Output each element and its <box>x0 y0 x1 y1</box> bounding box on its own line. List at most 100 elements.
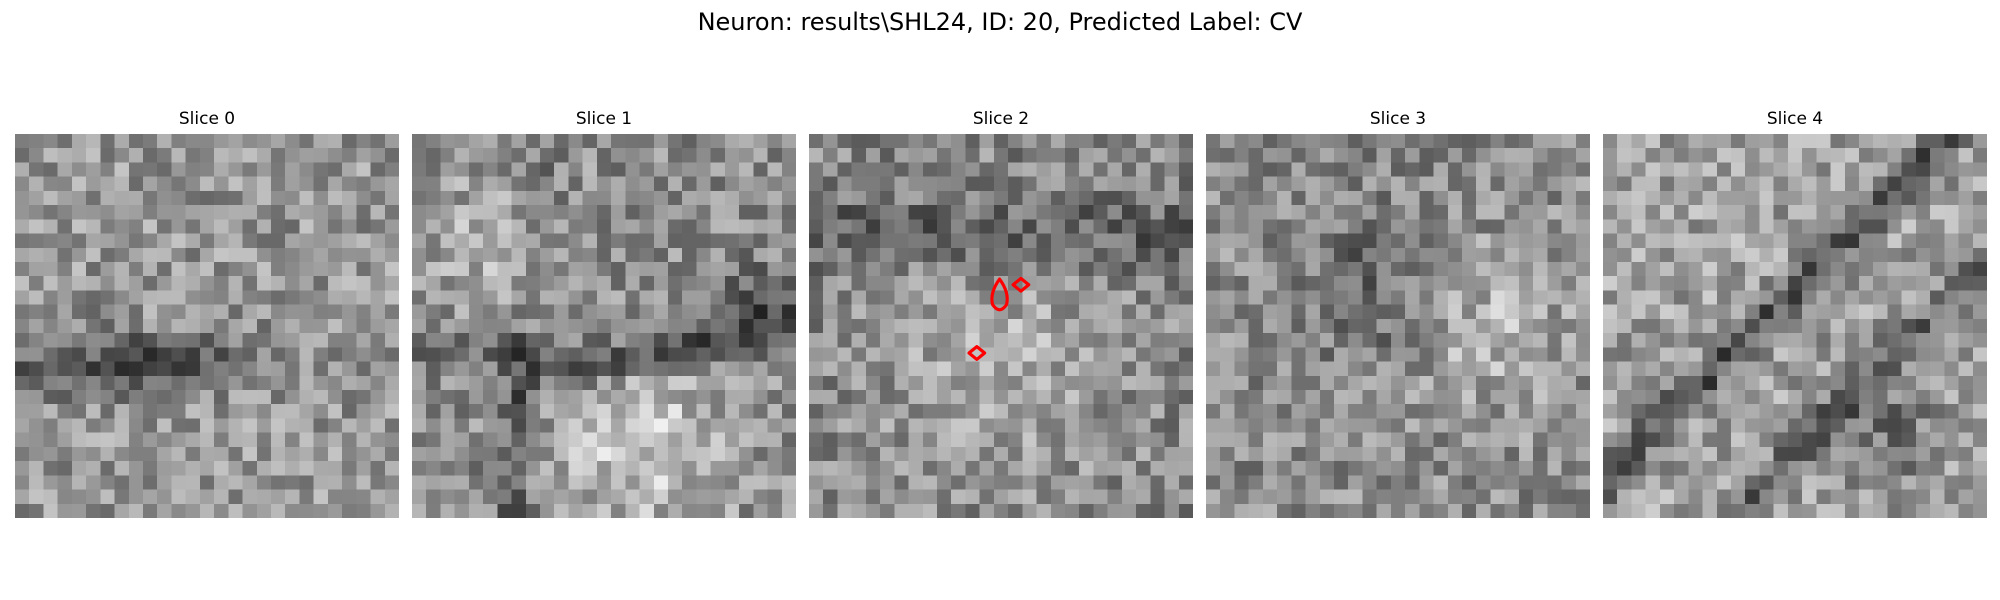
image-pixel <box>1575 503 1590 518</box>
contour-marker <box>990 277 1009 312</box>
image-pixel <box>753 205 768 220</box>
image-pixel <box>1716 418 1732 433</box>
image-pixel <box>1419 304 1434 320</box>
image-pixel <box>1008 148 1023 163</box>
image-pixel <box>1561 134 1577 149</box>
image-pixel <box>143 276 158 291</box>
image-pixel <box>1859 318 1874 334</box>
image-pixel <box>1234 361 1249 377</box>
image-pixel <box>682 219 697 234</box>
image-pixel <box>1150 148 1165 163</box>
image-pixel <box>1830 205 1846 220</box>
image-pixel <box>1462 361 1477 377</box>
image-pixel <box>1277 318 1292 334</box>
image-pixel <box>1617 489 1632 505</box>
image-pixel <box>171 262 186 277</box>
image-pixel <box>993 361 1009 377</box>
image-pixel <box>327 247 343 263</box>
image-pixel <box>979 446 995 462</box>
image-pixel <box>256 205 272 220</box>
image-pixel <box>1036 432 1052 448</box>
image-pixel <box>894 262 909 277</box>
image-pixel <box>271 503 286 518</box>
image-pixel <box>511 318 527 334</box>
image-pixel <box>1334 190 1349 206</box>
image-pixel <box>1688 461 1703 476</box>
image-pixel <box>1022 375 1037 391</box>
image-pixel <box>1390 404 1406 419</box>
image-pixel <box>781 446 796 462</box>
image-pixel <box>1376 176 1392 192</box>
image-pixel <box>1518 290 1534 305</box>
image-pixel <box>1787 375 1803 391</box>
image-pixel <box>29 361 44 377</box>
image-pixel <box>1462 446 1477 462</box>
image-pixel <box>1972 404 1987 419</box>
image-pixel <box>525 134 541 149</box>
image-pixel <box>739 375 754 391</box>
image-pixel <box>851 219 867 234</box>
image-pixel <box>596 461 612 476</box>
image-pixel <box>1688 432 1703 448</box>
image-pixel <box>1802 176 1817 192</box>
image-pixel <box>880 148 895 163</box>
image-pixel <box>426 390 441 405</box>
image-pixel <box>767 219 783 234</box>
image-pixel <box>228 134 243 149</box>
image-pixel <box>157 432 172 448</box>
image-pixel <box>1759 219 1774 234</box>
image-pixel <box>1079 418 1094 433</box>
image-pixel <box>370 404 386 419</box>
image-pixel <box>1107 390 1123 405</box>
image-pixel <box>327 262 343 277</box>
image-pixel <box>313 418 329 433</box>
image-pixel <box>1050 176 1066 192</box>
image-pixel <box>256 418 272 433</box>
image-pixel <box>214 247 229 263</box>
image-pixel <box>1348 461 1363 476</box>
image-pixel <box>739 446 754 462</box>
image-pixel <box>327 390 343 405</box>
image-pixel <box>1476 247 1491 263</box>
image-pixel <box>1065 190 1080 206</box>
image-pixel <box>228 347 243 362</box>
image-pixel <box>1476 489 1491 505</box>
image-pixel <box>1065 375 1080 391</box>
image-pixel <box>809 318 824 334</box>
image-pixel <box>1050 247 1066 263</box>
image-pixel <box>1490 318 1505 334</box>
image-pixel <box>86 134 101 149</box>
image-pixel <box>1248 475 1264 490</box>
image-pixel <box>1547 162 1562 177</box>
image-pixel <box>753 262 768 277</box>
image-pixel <box>1830 290 1846 305</box>
image-pixel <box>1631 503 1646 518</box>
image-pixel <box>1816 503 1831 518</box>
image-pixel <box>1944 176 1959 192</box>
image-pixel <box>1873 190 1888 206</box>
image-pixel <box>710 361 726 377</box>
image-pixel <box>1419 276 1434 291</box>
image-pixel <box>1419 247 1434 263</box>
image-pixel <box>1291 219 1306 234</box>
image-pixel <box>1645 304 1661 320</box>
image-pixel <box>342 461 357 476</box>
image-pixel <box>908 162 924 177</box>
image-pixel <box>1390 418 1406 433</box>
image-pixel <box>171 404 186 419</box>
image-pixel <box>1107 290 1123 305</box>
image-pixel <box>299 304 314 320</box>
image-pixel <box>1802 318 1817 334</box>
image-pixel <box>1716 461 1732 476</box>
image-pixel <box>1844 390 1860 405</box>
image-pixel <box>1234 333 1249 348</box>
image-pixel <box>837 262 852 277</box>
image-pixel <box>299 205 314 220</box>
image-pixel <box>682 276 697 291</box>
image-pixel <box>15 375 30 391</box>
image-pixel <box>1930 148 1945 163</box>
image-pixel <box>57 262 73 277</box>
image-pixel <box>1944 318 1959 334</box>
image-pixel <box>214 361 229 377</box>
image-pixel <box>1773 262 1789 277</box>
